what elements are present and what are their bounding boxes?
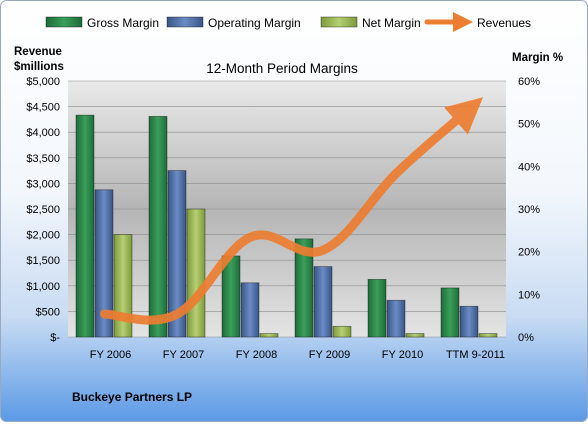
- x-axis-label: FY 2008: [236, 349, 277, 361]
- left-tick-label: $500: [36, 306, 60, 318]
- operating-margin-legend-label: Operating Margin: [208, 16, 301, 30]
- left-tick-label: $-: [50, 332, 60, 344]
- left-tick-label: $4,500: [26, 102, 60, 114]
- net-margin-legend-label: Net Margin: [362, 16, 421, 30]
- operating-margin-bar: [459, 305, 479, 338]
- left-tick-label: $3,500: [26, 153, 60, 165]
- left-axis-ticks: $- $500 $1,000 $1,500 $2,000 $2,500 $3,000 $3,5…: [26, 76, 60, 344]
- net-margin-bar: [478, 333, 498, 338]
- left-axis-title-line1: Revenue: [14, 46, 62, 58]
- operating-margin-legend-swatch: [166, 16, 204, 28]
- operating-margin-bar: [167, 170, 187, 338]
- revenues-legend-label: Revenues: [477, 16, 531, 30]
- right-axis-title: Margin %: [512, 52, 563, 64]
- right-tick-label: 30%: [518, 204, 540, 216]
- gross-margin-bar: [367, 278, 387, 338]
- left-tick-label: $4,000: [26, 127, 60, 139]
- gross-margin-bar: [148, 116, 168, 338]
- bar-series: [75, 114, 498, 338]
- left-tick-label: $2,500: [26, 204, 60, 216]
- gridlines: [68, 80, 506, 338]
- x-axis-labels: FY 2006 FY 2007 FY 2008 FY 2009 FY 2010 TTM 9…: [90, 349, 505, 361]
- gross-margin-bar: [75, 114, 95, 338]
- revenue-series: [100, 97, 484, 325]
- gross-margin-legend-label: Gross Margin: [87, 16, 159, 30]
- left-tick-label: $3,000: [26, 178, 60, 190]
- net-margin-bar: [332, 325, 352, 338]
- right-tick-label: 10%: [518, 289, 540, 301]
- right-axis-ticks: 0% 10% 20% 30% 40% 50% 60%: [518, 76, 540, 344]
- left-tick-label: $5,000: [26, 76, 60, 88]
- gross-margin-bar: [294, 238, 314, 338]
- right-tick-label: 20%: [518, 247, 540, 259]
- x-axis-label: FY 2010: [382, 349, 423, 361]
- left-tick-label: $1,000: [26, 281, 60, 293]
- net-margin-bar: [186, 208, 206, 338]
- net-margin-bar: [113, 234, 133, 338]
- net-margin-legend-swatch: [320, 16, 358, 28]
- company-label: Buckeye Partners LP: [72, 390, 192, 404]
- operating-margin-bar: [94, 189, 114, 338]
- operating-margin-bar: [313, 266, 333, 338]
- left-tick-label: $2,000: [26, 230, 60, 242]
- gross-margin-bar: [221, 255, 241, 338]
- chart-title: 12-Month Period Margins: [206, 61, 358, 76]
- gross-margin-legend-swatch: [45, 16, 83, 28]
- x-axis-label: FY 2007: [163, 349, 204, 361]
- revenues-line: [100, 97, 484, 325]
- right-tick-label: 50%: [518, 119, 540, 131]
- left-axis-title-line2: $millions: [14, 61, 64, 73]
- operating-margin-bar: [240, 282, 260, 338]
- x-axis-label: FY 2006: [90, 349, 131, 361]
- x-axis-label: TTM 9-2011: [446, 349, 505, 361]
- gross-margin-bar: [440, 287, 460, 338]
- right-tick-label: 0%: [518, 332, 534, 344]
- net-margin-bar: [259, 333, 279, 338]
- right-tick-label: 40%: [518, 161, 540, 173]
- x-axis-label: FY 2009: [309, 349, 350, 361]
- right-tick-label: 60%: [518, 76, 540, 88]
- left-tick-label: $1,500: [26, 255, 60, 267]
- net-margin-bar: [405, 333, 425, 338]
- operating-margin-bar: [386, 299, 406, 338]
- legend: Gross Margin Operating Margin Net Margin Re…: [45, 12, 531, 32]
